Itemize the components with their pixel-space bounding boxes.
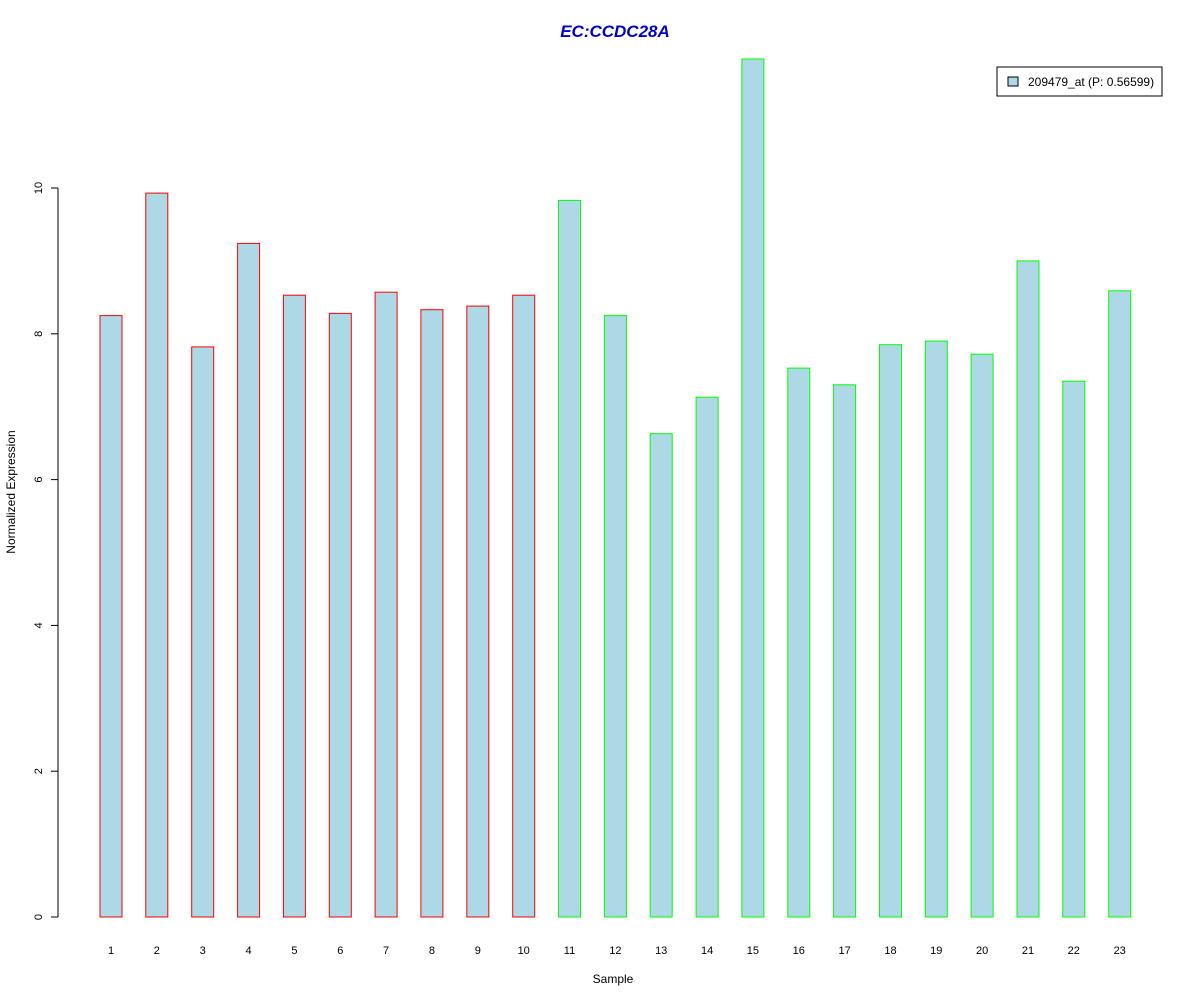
x-tick-label: 6 <box>337 945 343 957</box>
x-tick-label: 17 <box>838 945 850 957</box>
bar <box>649 433 673 918</box>
bar <box>924 340 948 918</box>
x-tick-labels: 1 2 3 4 5 6 7 8 9 10 11 12 13 14 15 16 17 18 19 20 21 22 23 <box>108 945 1126 957</box>
x-tick-label: 16 <box>793 945 805 957</box>
x-tick-label: 14 <box>701 945 713 957</box>
x-tick-label: 21 <box>1022 945 1034 957</box>
x-tick-label: 10 <box>518 945 530 957</box>
x-tick-label: 11 <box>564 945 575 957</box>
bar <box>879 344 902 918</box>
bar <box>558 199 581 918</box>
x-tick-label: 5 <box>291 945 297 957</box>
legend-label: 209479_at (P: 0.56599) <box>1028 75 1154 89</box>
x-tick-label: 8 <box>429 945 435 957</box>
bar <box>695 396 719 918</box>
x-tick-label: 3 <box>200 945 206 957</box>
bar <box>99 315 123 918</box>
x-tick-label: 1 <box>108 945 114 957</box>
x-tick-label: 2 <box>154 945 160 957</box>
x-tick-label: 13 <box>655 945 667 957</box>
bars-group <box>99 58 1132 918</box>
bar <box>741 58 765 918</box>
y-tick-label: 6 <box>33 477 45 483</box>
bar <box>1108 290 1132 918</box>
y-axis: 0 2 4 6 8 10 <box>33 182 59 920</box>
bar <box>328 312 352 918</box>
bar <box>833 384 857 918</box>
y-axis-label: Normalized Expression <box>4 430 18 553</box>
x-tick-label: 19 <box>930 945 942 957</box>
bar <box>420 309 444 918</box>
legend: 209479_at (P: 0.56599) <box>996 66 1163 97</box>
x-tick-label: 4 <box>246 945 252 957</box>
bar <box>512 294 536 918</box>
bar <box>374 291 398 918</box>
x-tick-label: 9 <box>475 945 481 957</box>
y-tick-label: 4 <box>33 622 45 628</box>
y-tick-label: 2 <box>33 768 45 774</box>
x-tick-label: 20 <box>976 945 988 957</box>
bar <box>603 315 627 918</box>
x-tick-label: 23 <box>1114 945 1126 957</box>
bar <box>145 192 169 918</box>
x-axis-label: Sample <box>593 972 634 986</box>
bar <box>970 353 994 918</box>
bar <box>282 294 306 918</box>
bar <box>787 367 811 918</box>
bar <box>1016 260 1040 918</box>
y-tick-label: 0 <box>33 914 45 920</box>
x-tick-label: 22 <box>1068 945 1080 957</box>
bar <box>466 305 490 918</box>
y-tick-label: 10 <box>33 182 45 194</box>
x-tick-label: 12 <box>609 945 621 957</box>
chart-title: EC:CCDC28A <box>560 22 670 41</box>
bar <box>237 242 261 918</box>
legend-swatch <box>1007 76 1019 87</box>
x-tick-label: 7 <box>383 945 389 957</box>
y-tick-label: 8 <box>33 331 45 337</box>
x-tick-label: 15 <box>747 945 759 957</box>
x-tick-label: 18 <box>884 945 896 957</box>
bar <box>191 346 215 918</box>
bar <box>1062 380 1086 918</box>
legend-box <box>996 66 1163 97</box>
